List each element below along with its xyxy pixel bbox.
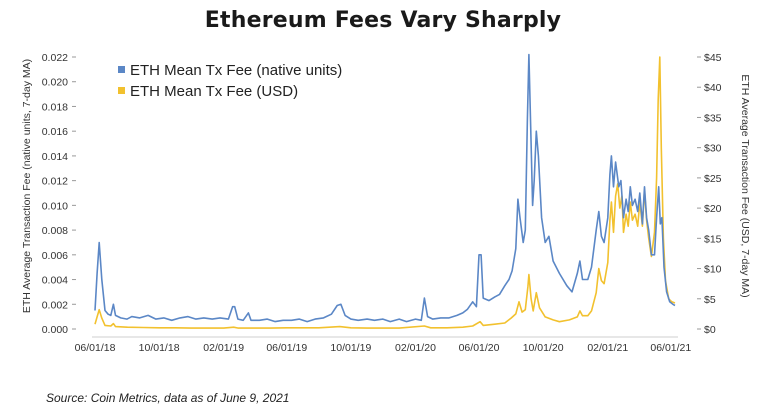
series-line-native [94,53,676,323]
series-lines [94,53,676,329]
right-axis: $0 $5 $10 $15 $20 $25 $30 $35 $40 $45 [697,52,722,336]
chart-source: Source: Coin Metrics, data as of June 9,… [46,391,290,405]
chart-title: Ethereum Fees Vary Sharply [204,8,562,33]
y-left-tick-label: 0.022 [42,52,68,64]
y-right-tick-label: $10 [704,264,722,276]
x-axis: 06/01/18 10/01/18 02/01/19 06/01/19 10/01/19… [75,342,692,354]
y-left-tick-label: 0.006 [42,250,68,262]
y-right-tick-label: $35 [704,112,722,124]
y-left-tick-label: 0.020 [42,77,68,89]
y-left-tick-label: 0.004 [42,275,68,287]
y-right-tick-label: $5 [704,294,716,306]
y-right-tick-label: $0 [704,324,716,336]
x-tick-label: 06/01/21 [650,342,691,354]
y-right-tick-label: $15 [704,233,722,245]
x-tick-label: 06/01/20 [459,342,500,354]
y-left-tick-label: 0.018 [42,101,68,113]
y-right-tick-label: $40 [704,82,722,94]
y-right-tick-label: $30 [704,143,722,155]
y-left-tick-label: 0.010 [42,200,68,212]
legend-swatch-usd [118,87,125,94]
legend-swatch-native [118,66,125,73]
y-left-tick-label: 0.016 [42,126,68,138]
y-left-tick-label: 0.014 [42,151,68,163]
legend-label-usd: ETH Mean Tx Fee (USD) [130,83,298,100]
y-left-tick-label: 0.000 [42,324,68,336]
x-tick-label: 06/01/18 [75,342,116,354]
x-tick-label: 02/01/19 [203,342,244,354]
y-right-tick-label: $25 [704,173,722,185]
left-axis: 0.000 0.002 0.004 0.006 0.008 0.010 0.012 0.014… [42,52,76,336]
x-tick-label: 10/01/20 [523,342,564,354]
x-tick-label: 10/01/18 [139,342,180,354]
x-tick-label: 02/01/20 [395,342,436,354]
legend-label-native: ETH Mean Tx Fee (native units) [130,62,342,79]
y-left-tick-label: 0.002 [42,299,68,311]
y-axis-left-label: ETH Average Transaction Fee (native unit… [21,59,33,313]
y-right-tick-label: $45 [704,52,722,64]
legend: ETH Mean Tx Fee (native units) ETH Mean … [118,62,342,100]
x-tick-label: 02/01/21 [587,342,628,354]
y-left-tick-label: 0.008 [42,225,68,237]
x-tick-label: 10/01/19 [330,342,371,354]
y-right-tick-label: $20 [704,203,722,215]
y-axis-right-label: ETH Average Transaction Fee (USD, 7-day … [739,74,751,297]
x-tick-label: 06/01/19 [266,342,307,354]
y-left-tick-label: 0.012 [42,176,68,188]
